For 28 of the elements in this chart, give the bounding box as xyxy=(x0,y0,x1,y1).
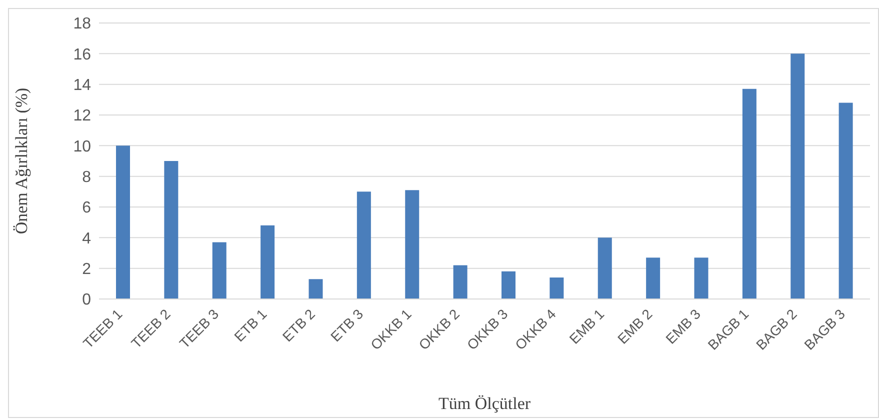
bar xyxy=(260,225,275,299)
bar xyxy=(212,242,226,299)
bar xyxy=(646,258,660,299)
y-tick-label: 14 xyxy=(73,77,92,94)
x-axis-title: Tüm Ölçütler xyxy=(438,394,531,413)
y-tick-label: 8 xyxy=(82,169,92,186)
bar xyxy=(550,278,564,299)
bar xyxy=(356,192,371,299)
bar xyxy=(502,271,516,299)
bar xyxy=(742,88,756,299)
bar xyxy=(838,102,853,299)
bar xyxy=(694,258,708,299)
y-tick-label: 6 xyxy=(82,200,92,217)
bar xyxy=(598,238,612,299)
y-tick-label: 12 xyxy=(73,108,92,125)
y-axis-title: Önem Ağırlıkları (%) xyxy=(12,88,32,234)
bar xyxy=(453,265,468,299)
bar xyxy=(116,146,130,299)
bar xyxy=(308,279,323,299)
y-tick-label: 16 xyxy=(73,46,92,64)
y-tick-label: 18 xyxy=(73,16,92,33)
bar xyxy=(790,54,805,299)
y-tick-label: 2 xyxy=(82,261,92,278)
y-tick-label: 0 xyxy=(82,292,92,309)
y-tick-label: 4 xyxy=(82,230,92,248)
bar xyxy=(164,161,178,299)
bar xyxy=(405,190,420,299)
y-tick-label: 10 xyxy=(73,138,92,156)
